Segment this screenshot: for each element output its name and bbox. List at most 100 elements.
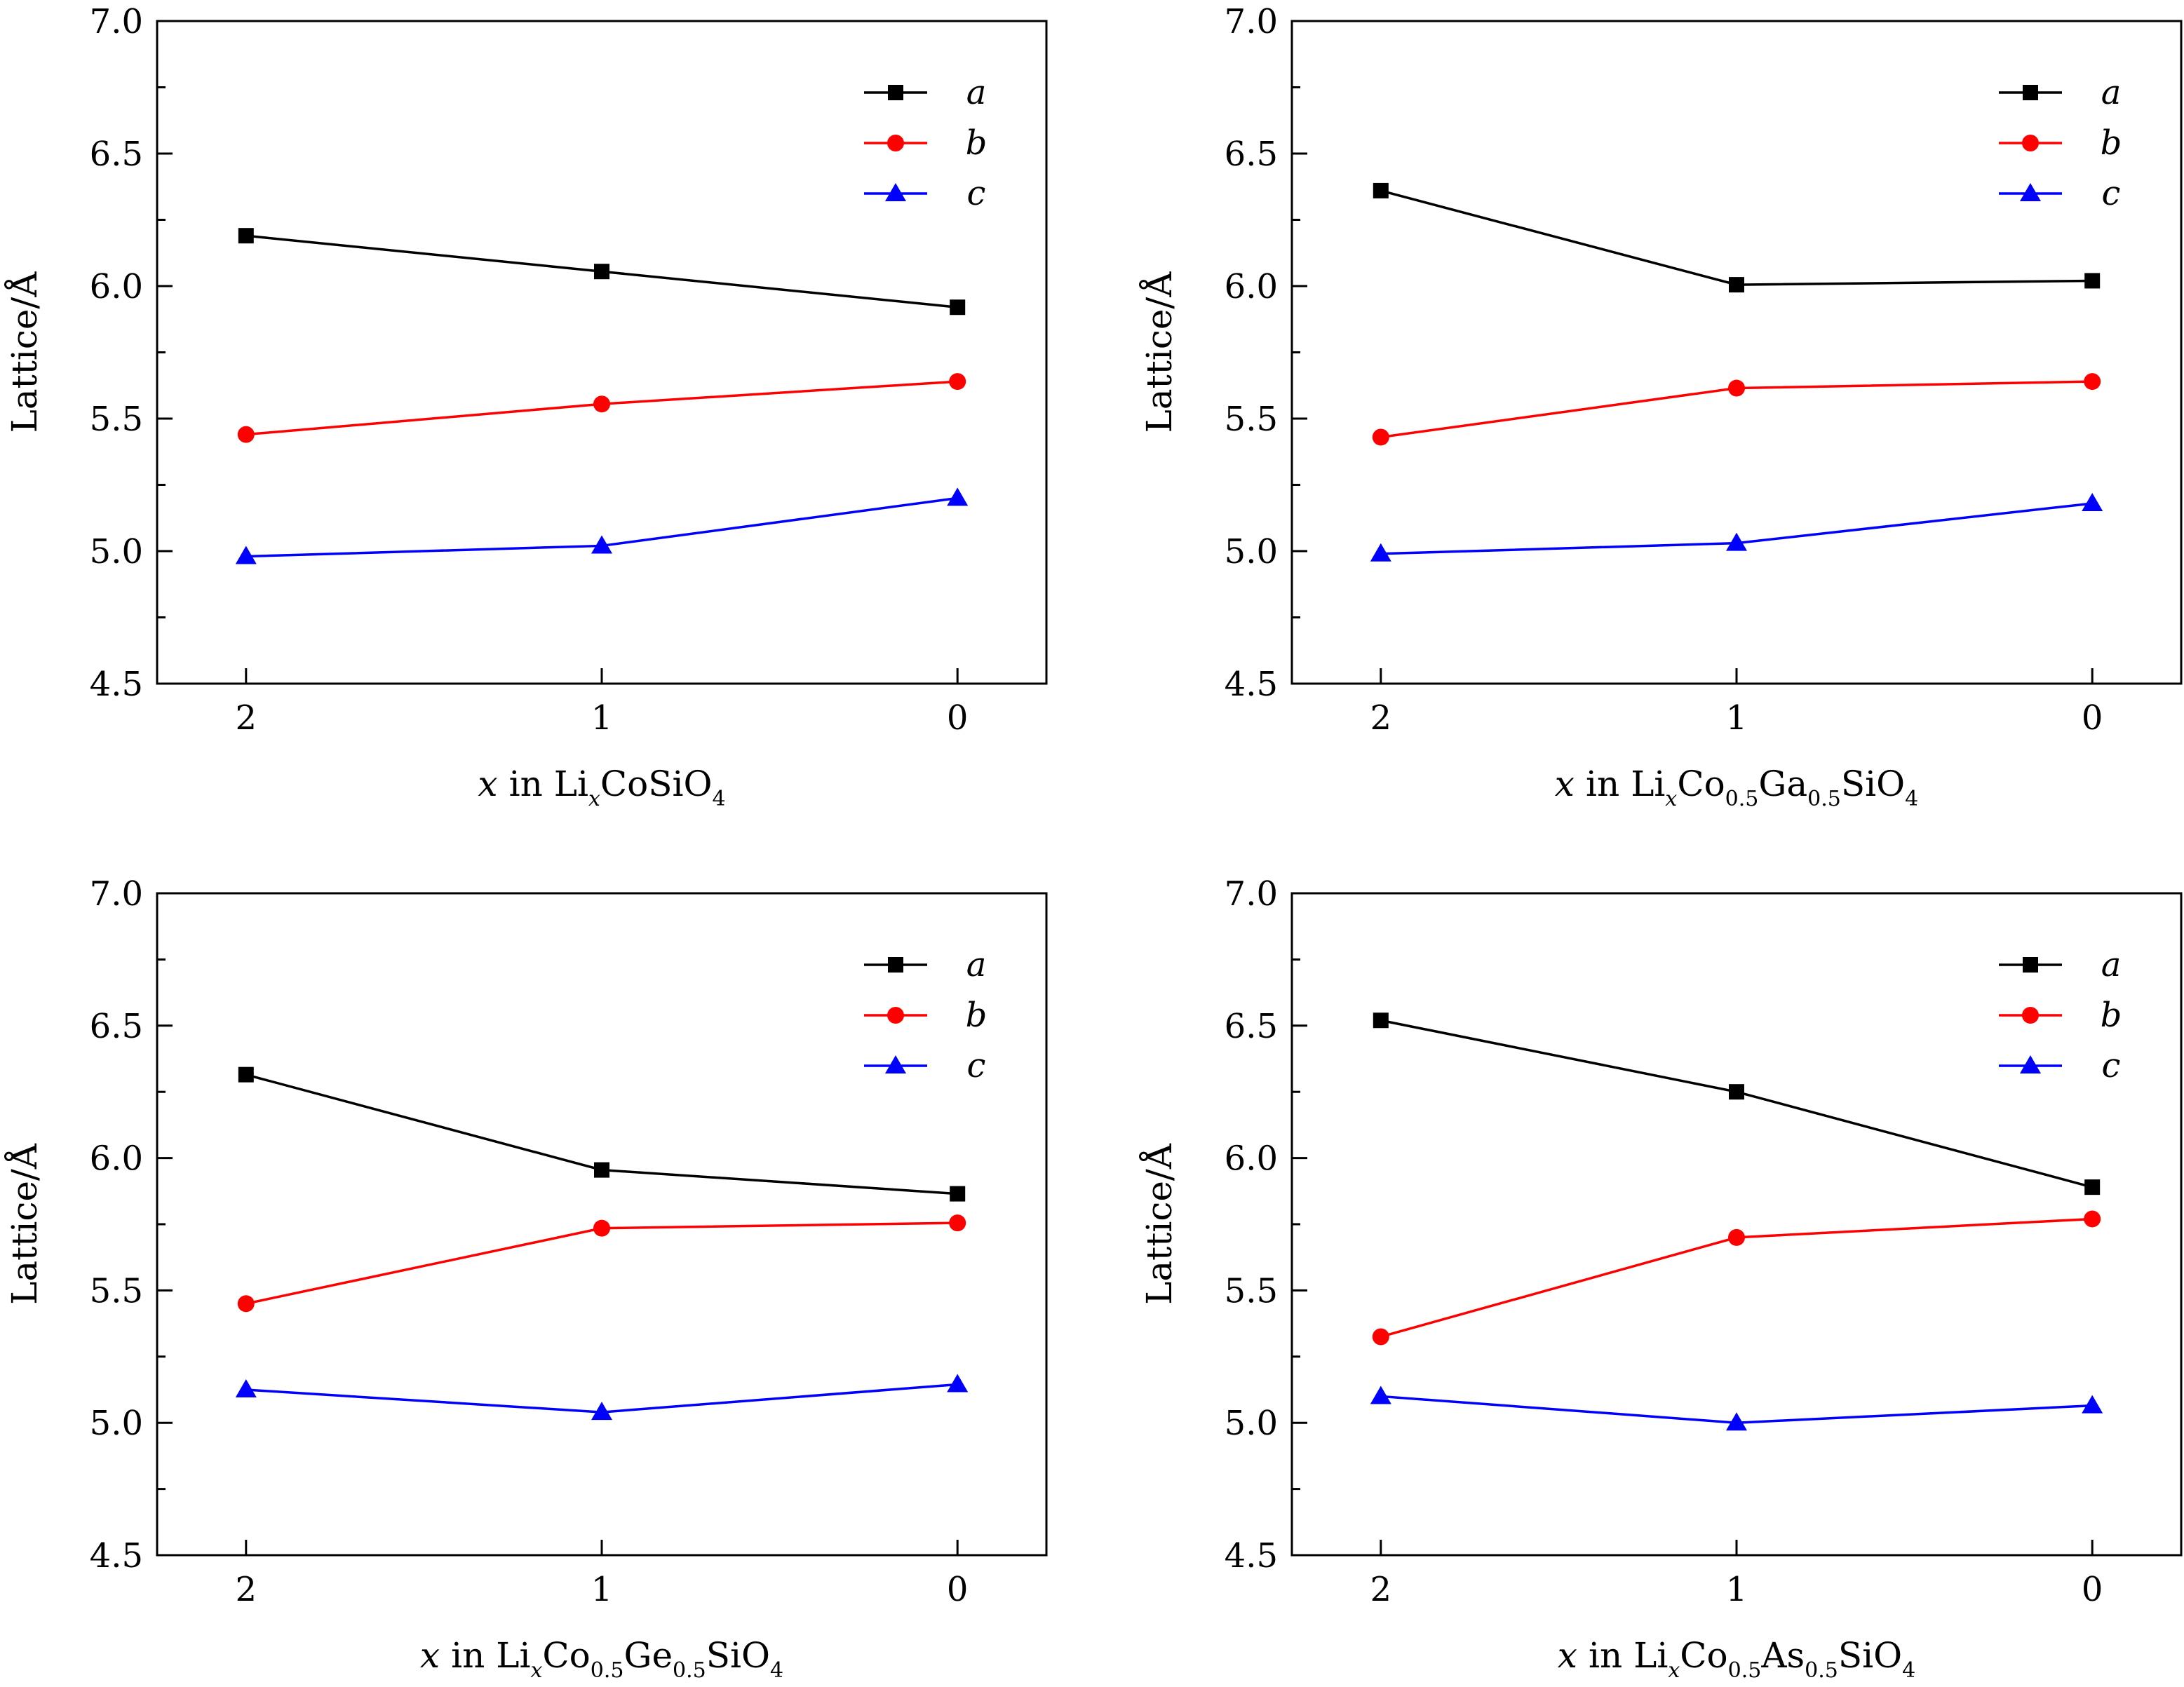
y-tick-label: 6.5: [90, 135, 143, 174]
formula-subscript: x: [531, 1658, 543, 1683]
legend-marker-c: [885, 1055, 906, 1073]
formula-part: Li: [496, 1635, 530, 1676]
data-point-b: [593, 1219, 610, 1237]
y-tick-label: 5.0: [1225, 1404, 1278, 1443]
formula-part: Li: [1631, 764, 1665, 804]
legend-label-b: b: [966, 996, 987, 1035]
y-tick-label: 4.5: [1225, 1536, 1278, 1576]
plot-frame: [1290, 892, 2183, 1557]
y-tick-label: 5.5: [90, 400, 143, 439]
data-point-b: [1372, 1328, 1389, 1346]
data-point-c: [591, 1402, 612, 1421]
legend-marker-b: [887, 135, 904, 151]
legend-label-a: a: [966, 945, 987, 984]
formula-part: Co: [1680, 1635, 1727, 1676]
y-tick-label: 5.0: [90, 1404, 143, 1443]
data-point-b: [949, 373, 966, 391]
x-tick-label: 0: [947, 698, 969, 738]
data-point-c: [1726, 1412, 1747, 1431]
legend-marker-a: [2023, 957, 2038, 973]
data-point-b: [1728, 1228, 1745, 1246]
legend-label-b: b: [2101, 996, 2122, 1035]
y-tick-label: 4.5: [90, 665, 143, 704]
y-tick-label: 5.0: [1225, 532, 1278, 571]
data-point-a: [1373, 182, 1389, 198]
x-axis-in: in: [1586, 764, 1619, 804]
legend-label-c: c: [967, 1046, 986, 1085]
formula-subscript: 0.5: [1807, 787, 1841, 811]
legend-marker-a: [2023, 85, 2038, 100]
formula-part: CoSiO: [600, 764, 713, 804]
formula-part: Li: [554, 764, 588, 804]
data-point-a: [950, 1186, 966, 1202]
data-point-a: [950, 299, 966, 316]
data-point-a: [1729, 1084, 1744, 1100]
data-point-a: [594, 264, 609, 280]
y-axis-title: Lattice/Å: [1138, 1143, 1180, 1305]
data-point-a: [594, 1162, 609, 1178]
data-point-b: [237, 426, 255, 443]
formula-part: Li: [1633, 1635, 1668, 1676]
data-point-c: [2082, 1395, 2103, 1414]
formula-part: SiO: [1838, 1635, 1902, 1676]
data-point-c: [1726, 532, 1747, 551]
y-tick-label: 5.5: [1225, 400, 1278, 439]
y-tick-label: 6.5: [1225, 1007, 1278, 1046]
data-point-b: [2084, 1210, 2101, 1228]
formula-subscript: x: [1665, 787, 1677, 811]
x-tick-label: 0: [2082, 1570, 2103, 1609]
y-tick-label: 7.0: [1225, 2, 1278, 41]
data-point-b: [593, 395, 610, 413]
x-axis-variable: x: [1555, 764, 1575, 804]
formula-part: Ge: [624, 1635, 673, 1676]
legend-marker-c: [2020, 183, 2041, 201]
y-tick-label: 5.5: [1225, 1271, 1278, 1310]
x-tick-label: 2: [236, 698, 257, 738]
x-tick-label: 0: [2082, 698, 2103, 738]
legend-marker-b: [2022, 135, 2039, 151]
x-tick-label: 2: [1370, 1570, 1392, 1609]
y-tick-label: 5.5: [90, 1271, 143, 1310]
y-axis-title: Lattice/Å: [4, 271, 45, 433]
formula-subscript: 0.5: [1805, 1658, 1838, 1683]
formula-subscript: 0.5: [673, 1658, 706, 1683]
formula-part: As: [1760, 1635, 1805, 1676]
plot-frame: [156, 20, 1048, 685]
formula-part: SiO: [706, 1635, 770, 1676]
formula-subscript: 4: [1902, 1658, 1915, 1683]
y-tick-label: 7.0: [90, 2, 143, 41]
legend-label-a: a: [2101, 945, 2122, 984]
formula-part: Co: [542, 1635, 590, 1676]
formula-subscript: 0.5: [1725, 787, 1759, 811]
data-point-c: [947, 487, 969, 506]
data-point-c: [235, 546, 257, 564]
legend-marker-c: [2020, 1055, 2041, 1073]
y-tick-label: 6.5: [1225, 135, 1278, 174]
formula-part: Ga: [1758, 764, 1807, 804]
legend-marker-a: [888, 85, 903, 100]
data-point-b: [1728, 379, 1745, 397]
data-point-a: [2084, 1179, 2101, 1195]
y-axis-title: Lattice/Å: [1138, 271, 1180, 433]
plot-frame: [1290, 20, 2183, 685]
formula-subscript: 0.5: [1728, 1658, 1762, 1683]
x-tick-label: 1: [591, 698, 613, 738]
x-tick-label: 0: [947, 1570, 969, 1609]
data-point-a: [1729, 277, 1744, 293]
data-point-c: [1370, 543, 1391, 562]
data-point-b: [1372, 428, 1389, 446]
legend-label-a: a: [966, 73, 987, 112]
y-tick-label: 6.5: [90, 1007, 143, 1046]
legend-marker-c: [885, 183, 906, 201]
formula-subscript: 0.5: [591, 1658, 624, 1683]
x-tick-label: 2: [236, 1570, 257, 1609]
x-axis-in: in: [509, 764, 543, 804]
x-tick-label: 1: [1726, 1570, 1748, 1609]
data-point-b: [2084, 373, 2101, 391]
data-point-c: [1370, 1385, 1391, 1404]
data-point-a: [2084, 273, 2101, 289]
formula-part: SiO: [1841, 764, 1905, 804]
legend-marker-b: [2022, 1007, 2039, 1024]
